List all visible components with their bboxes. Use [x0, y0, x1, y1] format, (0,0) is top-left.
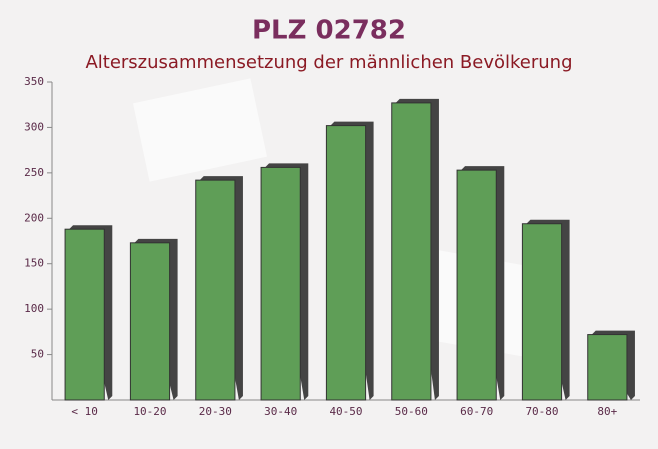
bar: [325, 125, 367, 401]
chart-subtitle: Alterszusammensetzung der männlichen Bev…: [85, 52, 572, 73]
bar: [391, 102, 432, 401]
x-tick-label: 20-30: [199, 405, 232, 418]
bar: [64, 228, 105, 401]
bar: [195, 179, 236, 401]
x-tick-label: 50-60: [395, 405, 428, 418]
x-tick-label: 40-50: [329, 405, 362, 418]
bar: [521, 223, 563, 401]
bar: [456, 169, 497, 401]
x-tick-label: 80+: [597, 405, 617, 418]
y-tick-label: 200: [24, 211, 44, 224]
y-tick-label: 100: [24, 302, 44, 315]
x-tick-label: 60-70: [460, 405, 493, 418]
y-tick-label: 250: [24, 166, 44, 179]
bar: [587, 334, 628, 401]
x-tick-label: < 10: [71, 405, 98, 418]
x-tick-label: 30-40: [264, 405, 297, 418]
chart-title: PLZ 02782: [252, 16, 406, 46]
x-tick-label: 70-80: [525, 405, 558, 418]
y-tick-label: 150: [24, 257, 44, 270]
y-tick-label: 50: [31, 348, 44, 361]
decor: [132, 78, 268, 182]
bar: [260, 166, 301, 401]
y-tick-label: 300: [24, 120, 44, 133]
y-tick-label: 350: [24, 75, 44, 88]
bar: [129, 242, 171, 401]
x-tick-label: 10-20: [133, 405, 166, 418]
